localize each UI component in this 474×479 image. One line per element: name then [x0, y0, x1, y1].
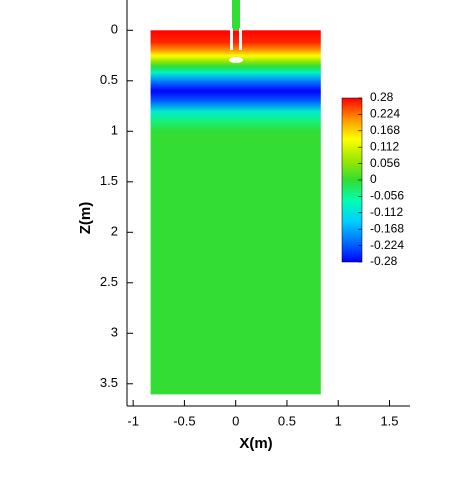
y-tick-label: 3 — [111, 325, 118, 340]
y-axis-title: Z(m) — [77, 202, 94, 235]
colorbar-label: 0.168 — [370, 123, 400, 137]
field-band — [150, 50, 321, 57]
x-tick-label: -1 — [127, 413, 139, 428]
field-band — [150, 111, 321, 122]
colorbar-label: -0.056 — [370, 189, 404, 203]
colorbar-label: -0.168 — [370, 221, 404, 235]
field-band — [150, 42, 321, 51]
field-band — [150, 30, 321, 43]
colorbar-label: 0.28 — [370, 90, 394, 104]
x-tick-label: 0.5 — [278, 413, 296, 428]
colorbar-label: -0.28 — [370, 254, 398, 268]
colorbar-label: -0.224 — [370, 238, 404, 252]
bubble — [229, 57, 243, 63]
y-tick-label: 2 — [111, 224, 118, 239]
axes: 0 0.5 1 1.5 2 2.5 3 3.5 -1 -0.5 0 0.5 1 1.5 — [100, 0, 410, 428]
field-band — [150, 60, 321, 67]
colorbar-label: 0.224 — [370, 107, 400, 121]
x-tick-label: -0.5 — [173, 413, 195, 428]
colorbar-label: 0 — [370, 172, 377, 186]
y-tick-label: 3.5 — [100, 375, 118, 390]
field-band — [150, 72, 321, 82]
field-band — [150, 100, 321, 112]
x-tick-label: 1 — [335, 413, 342, 428]
colorbar-label: -0.112 — [370, 205, 403, 219]
x-tick-label: 1.5 — [380, 413, 398, 428]
field-band — [150, 90, 321, 102]
x-axis-title: X(m) — [239, 435, 272, 452]
colorbar-label: 0.056 — [370, 156, 400, 170]
field-band — [150, 131, 321, 395]
slit — [239, 28, 242, 50]
y-tick-label: 0.5 — [100, 72, 118, 87]
field — [150, 30, 321, 395]
y-tick-label: 1.5 — [100, 173, 118, 188]
y-tick-label: 2.5 — [100, 274, 118, 289]
slit — [230, 28, 233, 50]
pipe — [232, 0, 240, 30]
field-band — [150, 65, 321, 74]
field-band — [150, 121, 321, 132]
y-tick-label: 1 — [111, 123, 118, 138]
injector — [229, 0, 243, 63]
field-band — [150, 80, 321, 92]
y-tick-label: 0 — [111, 22, 118, 37]
x-tick-label: 0 — [232, 413, 239, 428]
colorbar-label: 0.112 — [370, 139, 399, 153]
